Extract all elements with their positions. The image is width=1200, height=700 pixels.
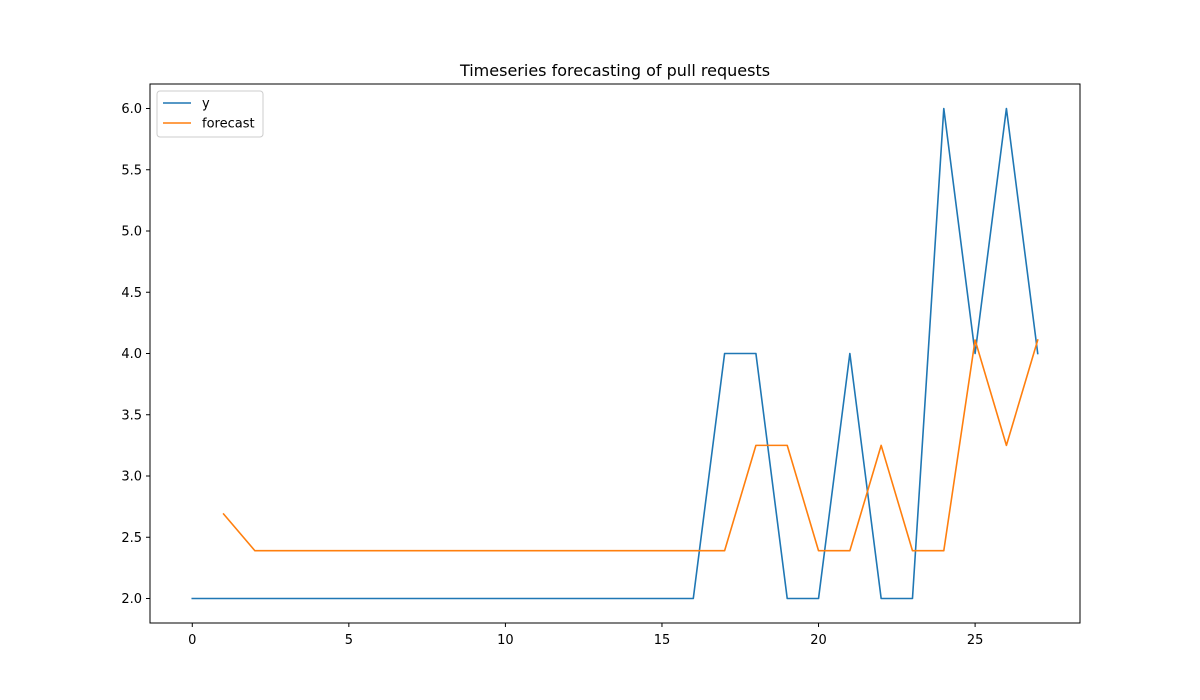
legend-label-y: y [202, 97, 210, 112]
y-tick-label: 6.0 [121, 102, 142, 117]
series-line-forecast [222, 339, 1039, 552]
y-tick-label: 2.5 [121, 531, 142, 546]
y-tick-label: 4.5 [121, 286, 142, 301]
series-line-y [191, 107, 1039, 600]
y-tick-label: 5.5 [121, 163, 142, 178]
x-tick-label: 10 [497, 633, 514, 648]
y-tick-label: 3.5 [121, 408, 142, 423]
y-tick-label: 3.0 [121, 470, 142, 485]
x-tick-label: 0 [188, 633, 196, 648]
y-tick-label: 5.0 [121, 225, 142, 240]
legend-label-forecast: forecast [202, 117, 255, 132]
x-tick-label: 25 [967, 633, 984, 648]
x-tick-label: 15 [654, 633, 671, 648]
plot-area: 0 5 10 15 20 25 2.0 2.5 3.0 3.5 4.0 4.5 5.0 5.5 6.0 y fo… [121, 83, 1081, 648]
x-tick-label: 20 [810, 633, 827, 648]
y-tick-label: 4.0 [121, 347, 142, 362]
chart-title: Timeseries forecasting of pull requests [459, 61, 770, 80]
x-tick-label: 5 [345, 633, 353, 648]
y-tick-label: 2.0 [121, 592, 142, 607]
